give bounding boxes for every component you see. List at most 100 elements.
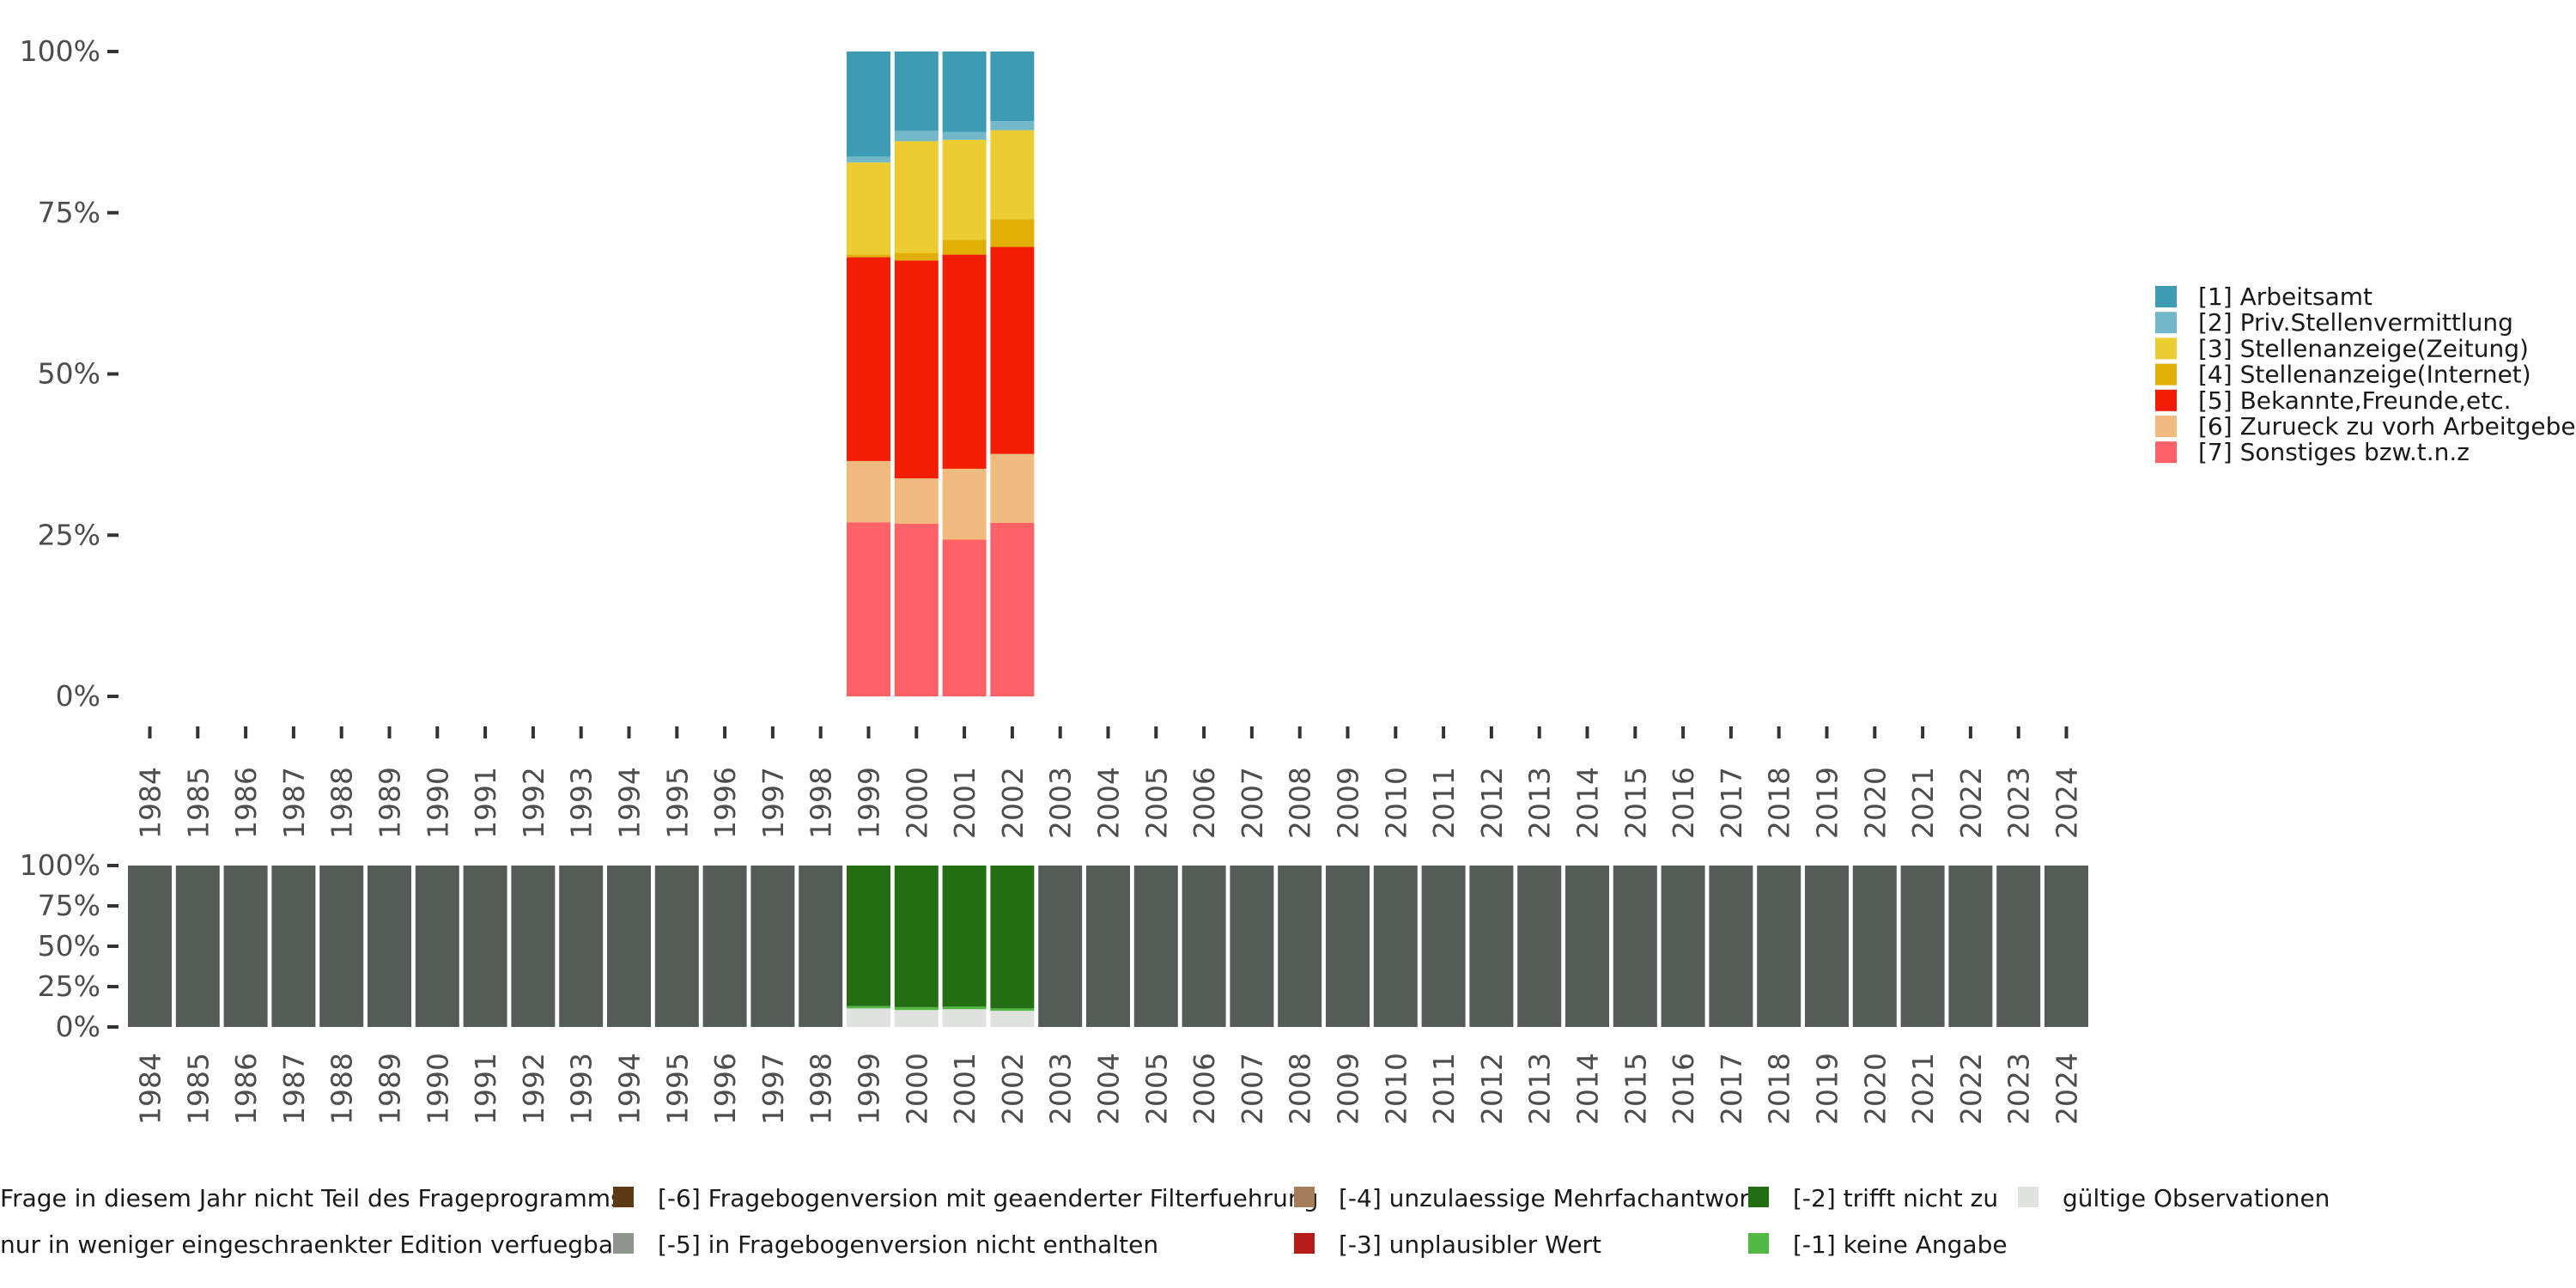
top-bar-segment [894, 131, 939, 142]
top-bar-segment [847, 257, 890, 461]
bottom-bar-segment [990, 1008, 1035, 1012]
bottom-bar-segment [847, 866, 890, 1006]
top-x-tick-label: 2008 [1284, 767, 1317, 839]
top-bar-segment [990, 121, 1035, 131]
top-x-tick-label: 2022 [1954, 767, 1988, 839]
bottom-legend-label: [-2] trifft nicht zu [1793, 1184, 1998, 1212]
bottom-bar-not-in-program [1757, 866, 1801, 1027]
top-x-tick-label: 2015 [1619, 767, 1652, 839]
bottom-legend-label: gültige Observationen [2063, 1184, 2330, 1212]
bottom-legend-label: [-6] Fragebogenversion mit geaenderter F… [658, 1184, 1318, 1212]
top-x-tick-label: 2024 [2050, 767, 2084, 839]
top-x-tick-label: 1990 [421, 767, 454, 839]
top-bar-segment [847, 460, 890, 523]
top-x-tick-label: 2019 [1811, 767, 1844, 839]
bottom-bar-not-in-program [799, 866, 843, 1027]
top-x-tick-label: 2011 [1427, 767, 1461, 839]
bottom-x-tick-label: 2001 [948, 1053, 981, 1125]
top-legend-label: [7] Sonstiges bzw.t.n.z [2198, 438, 2470, 466]
bottom-x-tick-label: 1998 [805, 1053, 838, 1125]
bottom-x-tick-label: 2024 [2050, 1053, 2084, 1125]
top-legend-swatch [2155, 312, 2177, 334]
bottom-legend-label: Frage in diesem Jahr nicht Teil des Frag… [0, 1184, 623, 1212]
bottom-legend-label: [-3] unplausibler Wert [1339, 1230, 1601, 1259]
bottom-bar-not-in-program [175, 866, 220, 1027]
bottom-bar-not-in-program [368, 866, 411, 1027]
bottom-bar-not-in-program [1565, 866, 1609, 1027]
bottom-bar-not-in-program [1517, 866, 1562, 1027]
bottom-bar-not-in-program [319, 866, 364, 1027]
top-x-tick-label: 2013 [1523, 767, 1557, 839]
bottom-bar-segment [990, 1011, 1035, 1027]
bottom-bar-segment [894, 1006, 939, 1011]
bottom-x-tick-label: 1990 [421, 1053, 454, 1125]
top-bar-segment [847, 162, 890, 255]
top-legend-swatch [2155, 337, 2177, 360]
top-bar-segment [990, 219, 1035, 247]
bottom-legend-swatch [2018, 1187, 2038, 1207]
bottom-bar-not-in-program [1278, 866, 1322, 1027]
bottom-bar-not-in-program [750, 866, 795, 1027]
bottom-bar-not-in-program [463, 866, 507, 1027]
top-x-tick-label: 1984 [134, 767, 167, 839]
top-y-tick-label: 25% [38, 518, 100, 551]
bottom-x-tick-label: 1987 [277, 1053, 311, 1125]
bottom-bar-not-in-program [654, 866, 699, 1027]
bottom-x-tick-label: 2018 [1763, 1053, 1796, 1125]
top-x-tick-label: 1994 [613, 767, 647, 839]
top-bar-segment [990, 52, 1035, 122]
top-x-tick-label: 2012 [1475, 767, 1509, 839]
top-x-tick-label: 2009 [1332, 767, 1365, 839]
bottom-x-tick-label: 1995 [660, 1053, 694, 1125]
top-x-tick-label: 2017 [1715, 767, 1748, 839]
bottom-bar-not-in-program [1230, 866, 1274, 1027]
top-legend-label: [1] Arbeitsamt [2198, 283, 2372, 311]
top-x-tick-label: 1997 [756, 767, 790, 839]
bottom-legend-label: [-1] keine Angabe [1793, 1230, 2008, 1259]
bottom-y-tick-label: 0% [56, 1010, 100, 1043]
bottom-x-tick-label: 2023 [2002, 1053, 2036, 1125]
top-x-tick-label: 2006 [1188, 767, 1221, 839]
bottom-bar-segment [894, 866, 939, 1007]
top-legend-swatch [2155, 286, 2177, 307]
bottom-bar-not-in-program [1086, 866, 1130, 1027]
bottom-bar-segment [990, 866, 1035, 1009]
top-x-tick-label: 2023 [2002, 767, 2036, 839]
top-x-tick-label: 1992 [517, 767, 550, 839]
bottom-bar-segment [942, 1006, 987, 1010]
top-bar-segment [894, 523, 939, 696]
bottom-x-tick-label: 1994 [613, 1053, 647, 1125]
bottom-bar-not-in-program [1709, 866, 1753, 1027]
top-x-tick-label: 2005 [1139, 767, 1173, 839]
bottom-legend-swatch [613, 1187, 634, 1207]
top-legend-label: [6] Zurueck zu vorh Arbeitgeber [2198, 412, 2576, 440]
bottom-x-tick-label: 1996 [708, 1053, 742, 1125]
top-x-tick-label: 1989 [374, 767, 407, 839]
bottom-y-tick-label: 100% [20, 848, 100, 882]
top-bar-segment [894, 260, 939, 479]
bottom-bar-not-in-program [1661, 866, 1705, 1027]
top-bar-segment [942, 240, 987, 255]
bottom-bar-not-in-program [1613, 866, 1657, 1027]
top-y-tick-label: 0% [56, 679, 100, 713]
top-y-tick-label: 50% [38, 357, 100, 391]
bottom-legend: Frage in diesem Jahr nicht Teil des Frag… [0, 1184, 2330, 1259]
bottom-x-tick-label: 2003 [1044, 1053, 1078, 1125]
top-x-tick-label: 1985 [181, 767, 215, 839]
bottom-bar-not-in-program [1852, 866, 1897, 1027]
top-bar-segment [990, 130, 1035, 220]
top-legend-swatch [2155, 363, 2177, 386]
top-bar-segment [847, 522, 890, 696]
top-x-tick-label: 1987 [277, 767, 311, 839]
bottom-x-tick-label: 2015 [1619, 1053, 1652, 1125]
top-x-tick-label: 1999 [853, 767, 886, 839]
top-legend-swatch [2155, 441, 2177, 464]
top-x-tick-label: 2018 [1763, 767, 1796, 839]
bottom-bar-not-in-program [1948, 866, 1993, 1027]
bottom-bar-not-in-program [511, 866, 556, 1027]
bottom-x-tick-label: 2011 [1427, 1053, 1461, 1125]
bottom-x-tick-label: 1984 [134, 1053, 167, 1125]
bottom-x-tick-label: 2006 [1188, 1053, 1221, 1125]
bottom-bar-not-in-program [128, 866, 172, 1027]
bottom-bar-segment [942, 1009, 987, 1027]
